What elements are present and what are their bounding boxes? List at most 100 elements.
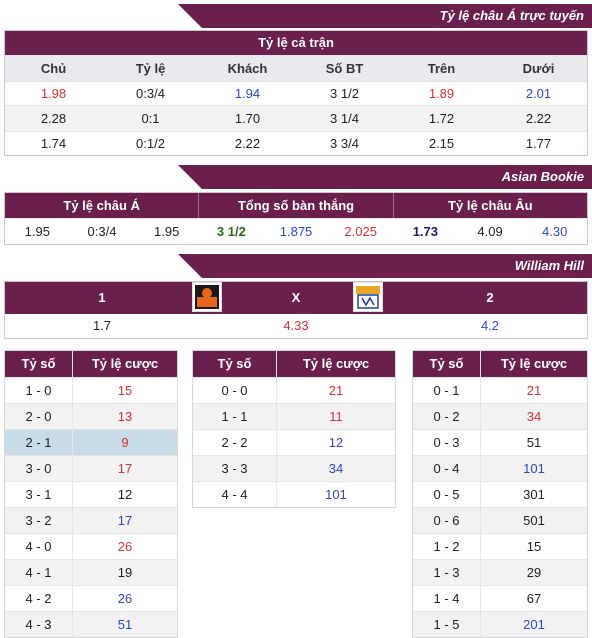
score: 3 - 0 xyxy=(5,456,73,481)
table-row: 0 - 4 101 xyxy=(413,455,587,481)
odds: 51 xyxy=(526,435,542,450)
asian-bookie-header-row: Tỷ lệ châu Á Tổng số bàn thắng Tỷ lệ châ… xyxy=(5,193,587,218)
away-team-logo xyxy=(353,282,383,312)
cell: 2.025 xyxy=(344,224,377,239)
table-row: 2 - 1 9 xyxy=(5,429,177,455)
score-header: Tỷ số xyxy=(413,351,481,377)
cell: 0:1/2 xyxy=(136,136,165,151)
draw-header: X xyxy=(291,290,301,305)
table-row: 1 - 3 29 xyxy=(413,559,587,585)
table-row: 3 - 2 17 xyxy=(5,507,177,533)
william-hill-header-row: 1 X 2 xyxy=(5,282,587,314)
william-hill-title: William Hill xyxy=(514,258,584,273)
cell: 1.95 xyxy=(154,224,180,239)
full-match-title: Tỷ lệ cả trận xyxy=(5,31,587,55)
cell: 2.22 xyxy=(234,136,261,151)
score: 4 - 3 xyxy=(5,612,73,637)
table-row: 1 - 4 67 xyxy=(413,585,587,611)
odds: 501 xyxy=(523,513,545,528)
score: 4 - 4 xyxy=(193,482,277,507)
draw-scores-header: Tỷ số Tỷ lệ cược xyxy=(193,351,395,377)
score: 0 - 2 xyxy=(413,404,481,429)
table-row: 0 - 5 301 xyxy=(413,481,587,507)
cell: 2.01 xyxy=(525,86,552,101)
table-row: 4 - 2 26 xyxy=(5,585,177,611)
table-row: 1.98 0:3/4 1.94 3 1/2 1.89 2.01 xyxy=(5,81,587,105)
cell: 2.28 xyxy=(40,111,67,126)
odds: 34 xyxy=(328,461,344,476)
cell: 2.15 xyxy=(428,136,455,151)
odds-header: Tỷ lệ cược xyxy=(302,356,370,371)
table-row: 4 - 4 101 xyxy=(193,481,395,507)
table-row: 1.74 0:1/2 2.22 3 3/4 2.15 1.77 xyxy=(5,131,587,155)
odds: 11 xyxy=(329,409,343,424)
score: 3 - 1 xyxy=(5,482,73,507)
score: 3 - 3 xyxy=(193,456,277,481)
score-header: Tỷ số xyxy=(193,351,277,377)
table-row: 4 - 1 19 xyxy=(5,559,177,585)
odds: 26 xyxy=(117,591,133,606)
score-header: Tỷ số xyxy=(5,351,73,377)
score: 1 - 3 xyxy=(413,560,481,585)
away-win-header: 2 xyxy=(486,290,494,305)
odds: 17 xyxy=(117,513,133,528)
score: 3 - 2 xyxy=(5,508,73,533)
cell: 1.74 xyxy=(40,136,67,151)
table-row: 2 - 0 13 xyxy=(5,403,177,429)
col-away: Khách xyxy=(227,61,268,76)
cell: 3 1/2 xyxy=(330,86,359,101)
odds: 12 xyxy=(117,487,133,502)
cell: 0:1 xyxy=(141,111,160,126)
table-row: 4 - 3 51 xyxy=(5,611,177,637)
table-row: 1 - 2 15 xyxy=(413,533,587,559)
home-scores-table: Tỷ số Tỷ lệ cược 1 - 0 15 2 - 0 13 2 - 1 9 3… xyxy=(4,350,178,638)
away-scores-table: Tỷ số Tỷ lệ cược 0 - 1 21 0 - 2 34 0 - 3 51 … xyxy=(412,350,588,638)
score: 0 - 1 xyxy=(413,378,481,403)
odds: 101 xyxy=(523,461,545,476)
score: 1 - 0 xyxy=(5,378,73,403)
col-under: Dưới xyxy=(522,61,555,76)
table-row: 2 - 2 12 xyxy=(193,429,395,455)
score: 1 - 5 xyxy=(413,612,481,637)
asian-bookie-table: Tỷ lệ châu Á Tổng số bàn thắng Tỷ lệ châ… xyxy=(4,192,588,245)
cell: 0:3/4 xyxy=(136,86,165,101)
score: 0 - 6 xyxy=(413,508,481,533)
col-handicap: Tỷ lệ xyxy=(135,61,166,76)
odds: 15 xyxy=(526,539,542,554)
table-row: 1 - 0 15 xyxy=(5,377,177,403)
score: 1 - 4 xyxy=(413,586,481,611)
table-row: 1 - 1 11 xyxy=(193,403,395,429)
col-home: Chủ xyxy=(40,61,67,76)
odds: 201 xyxy=(523,617,545,632)
score: 4 - 1 xyxy=(5,560,73,585)
cell: 3 1/2 xyxy=(216,224,246,239)
draw-scores-table: Tỷ số Tỷ lệ cược 0 - 0 21 1 - 1 11 2 - 2 12 … xyxy=(192,350,396,508)
score: 0 - 3 xyxy=(413,430,481,455)
score: 4 - 2 xyxy=(5,586,73,611)
odds: 29 xyxy=(526,565,542,580)
cell: 4.2 xyxy=(480,318,500,333)
odds: 67 xyxy=(526,591,542,606)
odds: 51 xyxy=(117,617,133,632)
asian-bookie-values-row: 1.95 0:3/4 1.95 3 1/2 1.875 2.025 1.73 4… xyxy=(5,218,587,244)
odds-header: Tỷ lệ cược xyxy=(500,356,568,371)
asian-bookie-banner: Asian Bookie xyxy=(178,165,592,189)
odds: 26 xyxy=(117,539,133,554)
table-row: 4 - 0 26 xyxy=(5,533,177,559)
cell: 1.7 xyxy=(92,318,112,333)
table-row: 0 - 3 51 xyxy=(413,429,587,455)
asian-handicap-header: Tỷ lệ châu Á xyxy=(5,193,200,218)
cell: 4.30 xyxy=(542,224,568,239)
table-row: 2.28 0:1 1.70 3 1/4 1.72 2.22 xyxy=(5,105,587,131)
odds: 17 xyxy=(117,461,133,476)
cell: 1.95 xyxy=(24,224,50,239)
william-hill-banner: William Hill xyxy=(178,254,592,278)
cell: 1.98 xyxy=(40,86,67,101)
col-goals: Số BT xyxy=(325,61,364,76)
score: 0 - 4 xyxy=(413,456,481,481)
col-over: Trên xyxy=(427,61,456,76)
full-match-odds-table: Tỷ lệ cả trận Chủ Tỷ lệ Khách Số BT Trên… xyxy=(4,30,588,156)
score: 2 - 0 xyxy=(5,404,73,429)
table-row: 0 - 1 21 xyxy=(413,377,587,403)
home-scores-header: Tỷ số Tỷ lệ cược xyxy=(5,351,177,377)
